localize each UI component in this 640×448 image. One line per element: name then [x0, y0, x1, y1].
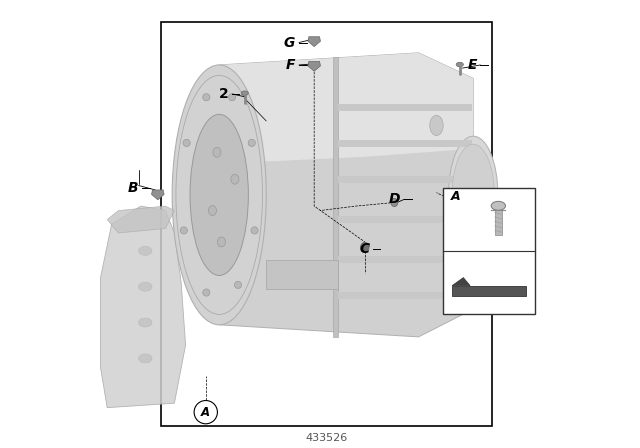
Polygon shape	[219, 53, 473, 162]
Polygon shape	[338, 140, 472, 147]
Ellipse shape	[209, 206, 216, 215]
Ellipse shape	[251, 227, 258, 234]
Ellipse shape	[241, 91, 248, 95]
Text: A: A	[451, 190, 460, 203]
Text: 433526: 433526	[305, 433, 348, 443]
Ellipse shape	[452, 144, 494, 244]
Polygon shape	[219, 53, 473, 337]
Circle shape	[194, 401, 218, 424]
Ellipse shape	[203, 289, 210, 296]
Polygon shape	[266, 260, 338, 289]
Ellipse shape	[138, 282, 152, 291]
Ellipse shape	[234, 281, 242, 289]
Polygon shape	[100, 206, 186, 408]
Polygon shape	[452, 278, 470, 286]
Ellipse shape	[491, 201, 506, 210]
Polygon shape	[308, 37, 321, 47]
Polygon shape	[338, 256, 472, 263]
Text: C: C	[359, 241, 369, 256]
Bar	[495, 210, 502, 235]
Ellipse shape	[248, 139, 255, 146]
Ellipse shape	[231, 174, 239, 184]
Polygon shape	[338, 216, 472, 223]
Ellipse shape	[360, 242, 369, 252]
Text: 2: 2	[218, 87, 228, 101]
Text: B: B	[128, 181, 138, 195]
Polygon shape	[338, 176, 472, 183]
Polygon shape	[452, 286, 525, 297]
Ellipse shape	[190, 114, 248, 276]
Ellipse shape	[391, 198, 398, 207]
Text: F: F	[286, 58, 296, 72]
Text: D: D	[389, 192, 401, 207]
Text: 1: 1	[504, 212, 513, 227]
Ellipse shape	[449, 136, 498, 252]
Ellipse shape	[138, 246, 152, 255]
Polygon shape	[107, 206, 174, 233]
Text: E: E	[467, 58, 477, 72]
Bar	[161, 22, 493, 426]
Ellipse shape	[213, 147, 221, 157]
Ellipse shape	[228, 94, 236, 101]
Ellipse shape	[456, 62, 463, 67]
Ellipse shape	[138, 318, 152, 327]
Polygon shape	[338, 104, 472, 111]
Polygon shape	[308, 61, 321, 71]
Ellipse shape	[172, 65, 266, 325]
Polygon shape	[152, 190, 164, 200]
Ellipse shape	[203, 94, 210, 101]
Bar	[443, 188, 535, 314]
Ellipse shape	[180, 227, 188, 234]
Ellipse shape	[138, 354, 152, 363]
Text: A: A	[201, 405, 211, 419]
Ellipse shape	[183, 139, 190, 146]
Ellipse shape	[218, 237, 225, 247]
Ellipse shape	[430, 116, 444, 135]
Polygon shape	[333, 57, 338, 337]
Text: G: G	[284, 35, 296, 50]
Polygon shape	[338, 292, 472, 299]
